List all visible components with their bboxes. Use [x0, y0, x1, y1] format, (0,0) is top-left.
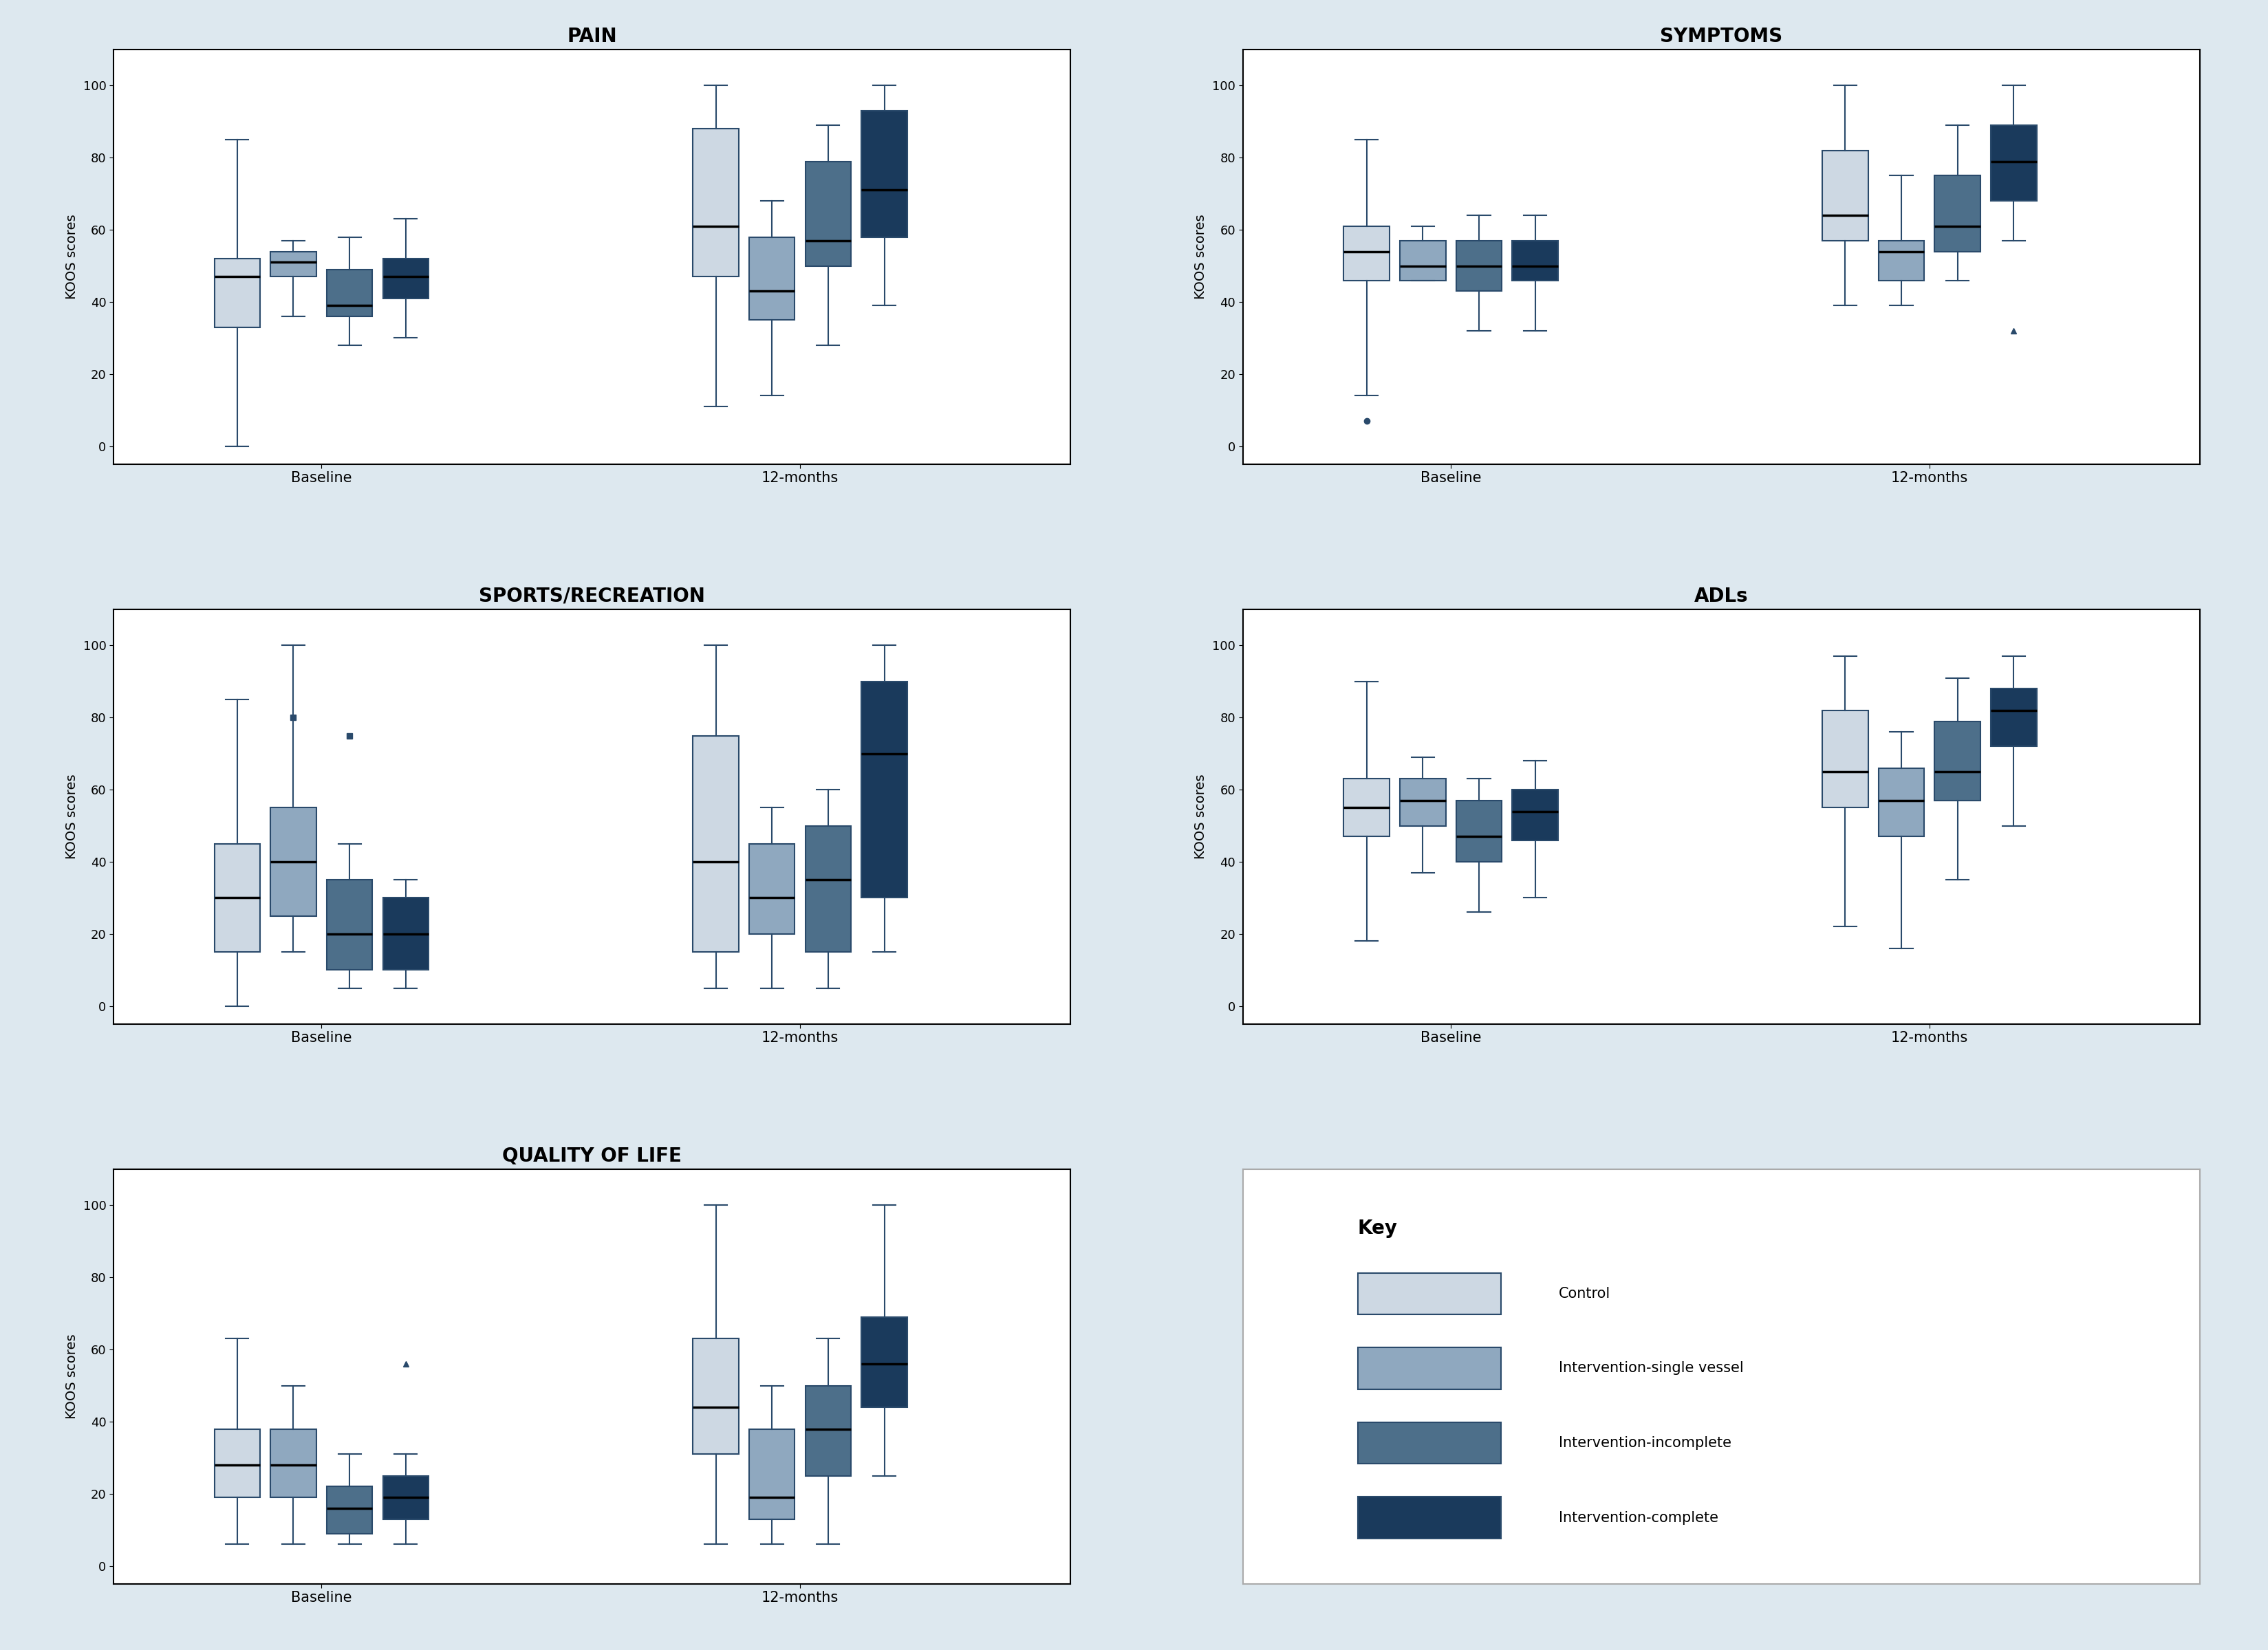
Y-axis label: KOOS scores: KOOS scores: [66, 774, 77, 860]
Text: Intervention-complete: Intervention-complete: [1558, 1511, 1719, 1525]
Title: ADLs: ADLs: [1694, 587, 1749, 606]
FancyBboxPatch shape: [748, 238, 794, 320]
Text: Intervention-single vessel: Intervention-single vessel: [1558, 1361, 1744, 1374]
Y-axis label: KOOS scores: KOOS scores: [66, 1335, 77, 1419]
FancyBboxPatch shape: [1935, 721, 1980, 800]
FancyBboxPatch shape: [1456, 800, 1501, 861]
FancyBboxPatch shape: [213, 843, 261, 952]
FancyBboxPatch shape: [1878, 767, 1923, 837]
FancyBboxPatch shape: [1991, 125, 2037, 201]
FancyBboxPatch shape: [1359, 1348, 1501, 1389]
FancyBboxPatch shape: [213, 1429, 261, 1498]
FancyBboxPatch shape: [1359, 1272, 1501, 1315]
FancyBboxPatch shape: [270, 808, 315, 916]
FancyBboxPatch shape: [862, 1317, 907, 1407]
FancyBboxPatch shape: [270, 1429, 315, 1498]
FancyBboxPatch shape: [327, 879, 372, 970]
FancyBboxPatch shape: [1821, 711, 1869, 808]
FancyBboxPatch shape: [748, 843, 794, 934]
FancyBboxPatch shape: [1456, 241, 1501, 290]
FancyBboxPatch shape: [1878, 241, 1923, 280]
FancyBboxPatch shape: [1399, 779, 1445, 825]
FancyBboxPatch shape: [805, 1386, 850, 1475]
Title: SYMPTOMS: SYMPTOMS: [1660, 26, 1783, 46]
FancyBboxPatch shape: [1343, 226, 1390, 280]
FancyBboxPatch shape: [1513, 241, 1558, 280]
FancyBboxPatch shape: [383, 898, 429, 970]
FancyBboxPatch shape: [1359, 1497, 1501, 1538]
FancyBboxPatch shape: [1359, 1422, 1501, 1464]
Y-axis label: KOOS scores: KOOS scores: [66, 214, 77, 299]
FancyBboxPatch shape: [327, 1487, 372, 1533]
Title: SPORTS/RECREATION: SPORTS/RECREATION: [479, 587, 705, 606]
FancyBboxPatch shape: [805, 825, 850, 952]
FancyBboxPatch shape: [805, 162, 850, 266]
FancyBboxPatch shape: [383, 259, 429, 299]
Text: Control: Control: [1558, 1287, 1610, 1300]
FancyBboxPatch shape: [1991, 688, 2037, 746]
FancyBboxPatch shape: [748, 1429, 794, 1520]
FancyBboxPatch shape: [1399, 241, 1445, 280]
FancyBboxPatch shape: [862, 681, 907, 898]
Text: Key: Key: [1359, 1219, 1397, 1238]
Y-axis label: KOOS scores: KOOS scores: [1195, 774, 1207, 860]
Title: PAIN: PAIN: [567, 26, 617, 46]
FancyBboxPatch shape: [1935, 175, 1980, 251]
Y-axis label: KOOS scores: KOOS scores: [1195, 214, 1207, 299]
FancyBboxPatch shape: [1343, 779, 1390, 837]
Title: QUALITY OF LIFE: QUALITY OF LIFE: [501, 1147, 683, 1167]
FancyBboxPatch shape: [383, 1475, 429, 1520]
FancyBboxPatch shape: [862, 111, 907, 238]
FancyBboxPatch shape: [1821, 150, 1869, 241]
FancyBboxPatch shape: [694, 1338, 739, 1454]
FancyBboxPatch shape: [270, 251, 315, 277]
FancyBboxPatch shape: [327, 269, 372, 317]
FancyBboxPatch shape: [1513, 790, 1558, 840]
FancyBboxPatch shape: [213, 259, 261, 327]
FancyBboxPatch shape: [694, 129, 739, 277]
FancyBboxPatch shape: [694, 736, 739, 952]
Text: Intervention-incomplete: Intervention-incomplete: [1558, 1436, 1730, 1450]
